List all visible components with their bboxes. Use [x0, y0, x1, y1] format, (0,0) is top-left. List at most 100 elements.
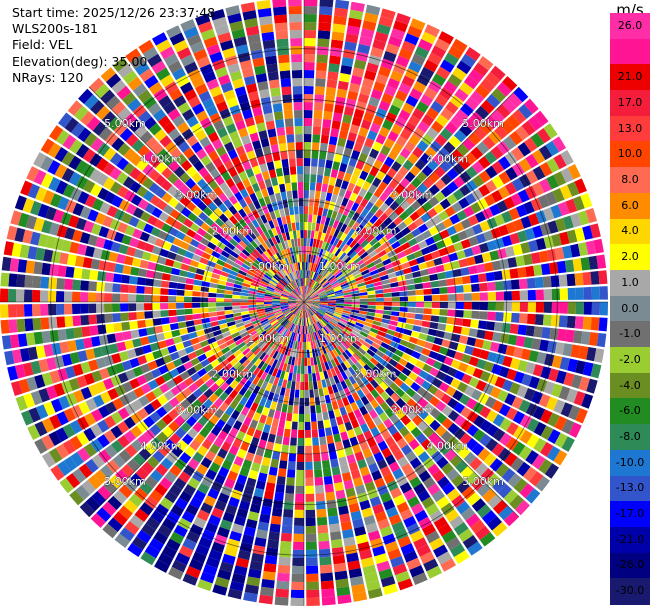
velocity-gate: [446, 225, 457, 236]
velocity-gate: [327, 263, 334, 271]
velocity-gate: [318, 329, 324, 338]
velocity-gate: [347, 261, 356, 269]
velocity-gate: [343, 296, 352, 300]
velocity-gate: [161, 517, 176, 531]
velocity-gate: [551, 355, 563, 369]
velocity-gate: [197, 579, 213, 592]
velocity-gate: [248, 267, 257, 274]
velocity-gate: [335, 303, 344, 306]
velocity-gate: [459, 394, 471, 406]
velocity-gate: [312, 340, 317, 349]
velocity-gate: [27, 346, 38, 361]
velocity-gate: [124, 255, 134, 266]
velocity-gate: [387, 345, 397, 354]
velocity-gate: [87, 292, 97, 302]
velocity-gate: [282, 308, 290, 313]
velocity-gate: [558, 274, 568, 287]
velocity-gate: [197, 21, 213, 34]
velocity-gate: [238, 500, 251, 511]
velocity-gate: [581, 393, 594, 409]
velocity-gate: [459, 81, 474, 96]
velocity-gate: [288, 304, 297, 307]
velocity-gate: [553, 171, 567, 187]
velocity-gate: [197, 262, 207, 270]
velocity-gate: [298, 270, 302, 279]
velocity-gate: [10, 380, 23, 396]
velocity-gate: [201, 251, 211, 260]
velocity-gate: [552, 136, 567, 152]
velocity-gate: [526, 418, 540, 433]
velocity-gate: [548, 261, 559, 275]
velocity-gate: [294, 308, 300, 315]
velocity-gate: [222, 331, 231, 338]
velocity-gate: [337, 137, 347, 148]
velocity-gate: [406, 253, 416, 262]
velocity-gate: [255, 529, 268, 540]
velocity-gate: [388, 35, 403, 48]
velocity-gate: [433, 257, 443, 266]
velocity-gate: [275, 119, 285, 129]
velocity-gate: [594, 348, 605, 363]
velocity-gate: [77, 350, 88, 363]
velocity-gate: [363, 321, 373, 328]
velocity-gate: [393, 449, 405, 461]
nrays-text: NRays: 120: [12, 69, 84, 85]
velocity-gate: [566, 273, 576, 287]
velocity-gate: [501, 322, 511, 333]
velocity-gate: [49, 125, 64, 141]
velocity-gate: [318, 307, 327, 312]
velocity-gate: [173, 178, 185, 190]
velocity-gate: [64, 291, 73, 302]
velocity-gate: [301, 262, 304, 271]
velocity-gate: [289, 294, 297, 299]
velocity-gate: [351, 230, 359, 240]
velocity-gate: [256, 378, 265, 388]
velocity-gate: [266, 186, 275, 196]
velocity-gate: [468, 356, 479, 367]
velocity-gate: [536, 351, 547, 365]
velocity-gate: [207, 488, 220, 500]
velocity-gate: [186, 531, 200, 544]
velocity-gate: [398, 312, 408, 318]
velocity-gate: [232, 298, 241, 302]
velocity-gate: [287, 198, 294, 208]
velocity-gate: [324, 286, 333, 291]
velocity-gate: [185, 320, 195, 327]
velocity-gate: [301, 317, 304, 326]
velocity-gate: [294, 316, 299, 325]
velocity-gate: [203, 143, 215, 155]
velocity-gate: [270, 515, 282, 525]
velocity-gate: [259, 414, 267, 424]
velocity-gate: [127, 294, 137, 302]
velocity-gate: [397, 236, 408, 246]
velocity-gate: [296, 317, 300, 326]
velocity-gate: [292, 349, 297, 358]
velocity-gate: [318, 22, 332, 32]
velocity-gate: [216, 306, 225, 312]
velocity-gate: [454, 550, 470, 565]
velocity-gate: [129, 514, 145, 529]
velocity-gate: [446, 348, 457, 359]
velocity-gate: [316, 508, 327, 518]
velocity-gate: [192, 103, 205, 115]
velocity-gate: [264, 153, 273, 163]
velocity-gate: [281, 232, 287, 242]
velocity-gate: [399, 302, 408, 307]
velocity-gate: [460, 267, 470, 276]
velocity-gate: [401, 261, 411, 270]
velocity-gate: [291, 291, 299, 297]
velocity-gate: [465, 166, 478, 179]
velocity-gate: [391, 259, 401, 267]
velocity-gate: [373, 338, 383, 346]
velocity-gate: [304, 298, 312, 302]
velocity-gate: [291, 70, 303, 79]
velocity-gate: [235, 44, 249, 55]
velocity-gate: [64, 315, 74, 328]
velocity-gate: [136, 374, 148, 386]
velocity-gate: [295, 288, 300, 296]
velocity-gate: [287, 372, 293, 382]
velocity-gate: [580, 256, 591, 271]
velocity-gate: [28, 407, 41, 423]
velocity-gate: [129, 320, 139, 330]
velocity-gate: [494, 125, 508, 140]
